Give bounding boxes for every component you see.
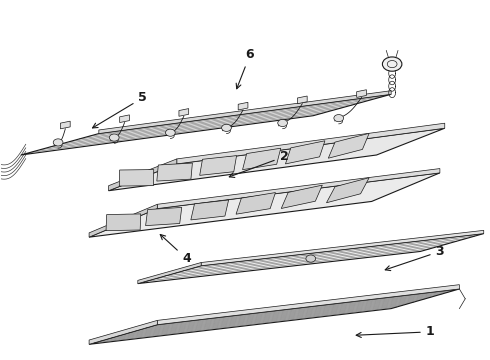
Polygon shape — [157, 285, 460, 325]
Polygon shape — [146, 207, 182, 226]
Polygon shape — [21, 94, 391, 155]
Circle shape — [109, 134, 119, 141]
Polygon shape — [109, 159, 177, 191]
Circle shape — [221, 124, 231, 131]
Circle shape — [278, 120, 288, 127]
Polygon shape — [200, 156, 237, 175]
Text: 4: 4 — [160, 234, 191, 265]
Text: 1: 1 — [356, 325, 435, 338]
Polygon shape — [157, 168, 440, 208]
Polygon shape — [297, 96, 307, 104]
Polygon shape — [89, 289, 460, 344]
Polygon shape — [89, 173, 440, 237]
Text: 3: 3 — [385, 245, 444, 271]
Polygon shape — [99, 91, 391, 134]
Polygon shape — [179, 109, 189, 116]
Polygon shape — [357, 90, 367, 98]
Polygon shape — [89, 320, 157, 344]
Text: 2: 2 — [229, 150, 288, 177]
Polygon shape — [89, 204, 157, 237]
Text: 6: 6 — [236, 49, 254, 89]
Polygon shape — [60, 121, 70, 129]
Text: 5: 5 — [93, 91, 147, 128]
Polygon shape — [177, 123, 445, 164]
Polygon shape — [109, 128, 445, 191]
Polygon shape — [281, 185, 322, 208]
Circle shape — [334, 114, 343, 122]
Polygon shape — [286, 141, 325, 164]
Circle shape — [53, 139, 63, 146]
Polygon shape — [157, 163, 193, 181]
Polygon shape — [236, 193, 275, 214]
Polygon shape — [119, 170, 154, 186]
Circle shape — [166, 129, 175, 136]
Polygon shape — [243, 148, 281, 170]
Polygon shape — [120, 115, 129, 122]
Polygon shape — [238, 102, 248, 110]
Polygon shape — [138, 234, 484, 284]
Polygon shape — [138, 262, 201, 284]
Polygon shape — [328, 133, 369, 158]
Polygon shape — [191, 200, 229, 220]
Polygon shape — [201, 230, 484, 266]
Circle shape — [382, 57, 402, 71]
Circle shape — [306, 255, 316, 262]
Polygon shape — [326, 178, 369, 203]
Polygon shape — [106, 214, 141, 231]
